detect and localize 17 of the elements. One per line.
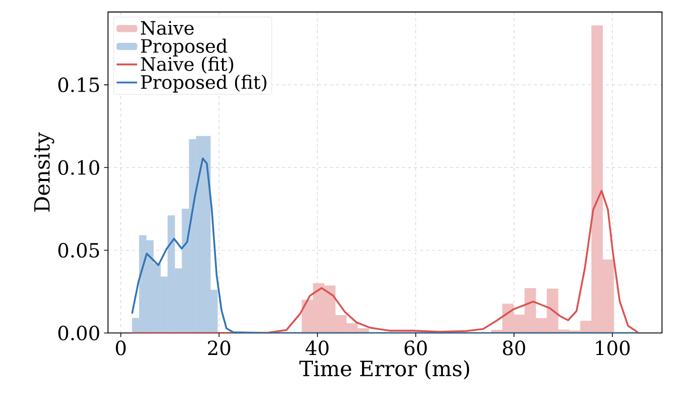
x-tick-label: 60 xyxy=(404,340,427,356)
legend-label: Proposed xyxy=(141,38,228,57)
x-tick-label: 20 xyxy=(208,340,230,356)
line-series xyxy=(131,190,639,333)
legend-label: Naive (fit) xyxy=(140,56,234,74)
x-tick-label: 100 xyxy=(596,340,630,356)
y-tick-label: 0.05 xyxy=(58,242,99,258)
x-tick-label: 0 xyxy=(116,340,126,356)
x-tick-label: 40 xyxy=(306,340,329,356)
x-tick-label: 80 xyxy=(502,340,526,356)
y-tick-label: 0.00 xyxy=(58,326,100,340)
legend-label: Proposed (fit) xyxy=(141,74,266,93)
y-tick-label: 0.15 xyxy=(58,77,99,92)
x-axis-title: Time Error (ms) xyxy=(299,360,470,380)
y-tick-label: 0.10 xyxy=(58,160,100,175)
y-axis-title: Density xyxy=(34,132,54,212)
legend-label: Naive xyxy=(140,21,194,35)
